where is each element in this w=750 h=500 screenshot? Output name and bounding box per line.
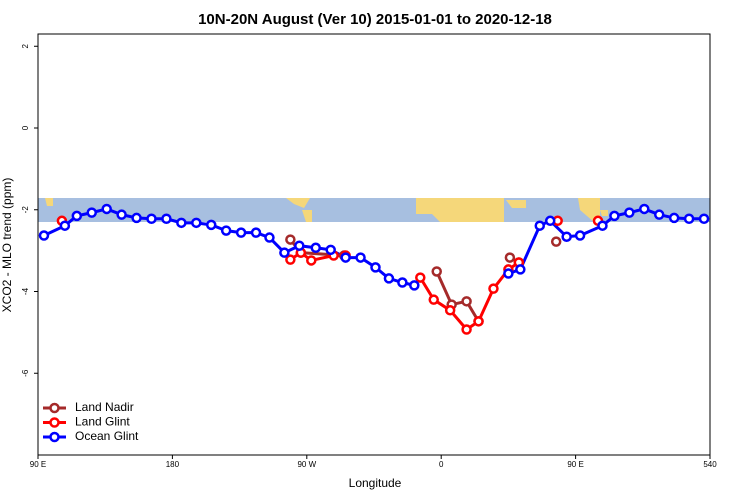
- data-point: [235, 227, 247, 238]
- data-point: [444, 305, 456, 316]
- data-point: [285, 254, 296, 265]
- chart-title: 10N-20N August (Ver 10) 2015-01-01 to 20…: [198, 11, 552, 28]
- data-point: [597, 220, 608, 231]
- data-point: [639, 203, 650, 215]
- data-point: [550, 236, 562, 247]
- data-point: [515, 264, 526, 275]
- plot-frame: [37, 33, 711, 456]
- data-point: [310, 242, 322, 254]
- y-tick-label: 2: [21, 43, 30, 48]
- data-point: [574, 230, 586, 241]
- legend-label: Land Nadir: [75, 400, 134, 414]
- data-point: [86, 207, 98, 218]
- data-point: [698, 213, 710, 224]
- legend-marker: [49, 431, 60, 443]
- map-land: [45, 198, 608, 222]
- x-tick-label: 180: [166, 460, 180, 469]
- data-point: [355, 252, 366, 263]
- data-point: [383, 273, 395, 284]
- data-point: [488, 283, 499, 294]
- y-axis-label: XCO2 - MLO trend (ppm): [0, 178, 14, 313]
- data-point: [409, 280, 420, 291]
- data-point: [504, 252, 516, 263]
- data-point: [461, 324, 472, 335]
- data-point: [668, 212, 680, 224]
- data-point: [71, 210, 83, 222]
- data-point: [146, 213, 157, 224]
- data-point: [683, 213, 695, 224]
- data-point: [325, 244, 336, 256]
- data-point: [431, 266, 442, 277]
- data-point: [340, 252, 351, 263]
- data-point: [428, 294, 439, 305]
- data-point: [624, 207, 635, 218]
- data-point: [609, 210, 620, 222]
- y-tick-label: 0: [21, 125, 30, 130]
- data-point: [306, 255, 317, 266]
- data-point: [205, 219, 217, 231]
- data-point: [220, 225, 232, 236]
- data-point: [503, 268, 514, 279]
- data-point: [176, 217, 187, 229]
- legend-label: Ocean Glint: [75, 429, 139, 443]
- x-tick-label: 90 E: [567, 460, 583, 469]
- data-point: [415, 272, 426, 283]
- legend-marker: [49, 417, 60, 428]
- data-point: [461, 296, 472, 307]
- data-point: [561, 231, 572, 242]
- data-point: [544, 215, 556, 227]
- series-line: [290, 221, 598, 330]
- y-tick-label: -2: [21, 206, 30, 214]
- data-point: [116, 209, 127, 220]
- data-point: [397, 277, 408, 288]
- data-point: [473, 316, 484, 327]
- y-tick-label: -4: [21, 287, 30, 295]
- y-tick-label: -6: [21, 369, 30, 377]
- x-tick-label: 90 W: [297, 460, 316, 469]
- x-tick-label: 540: [703, 460, 717, 469]
- legend-marker: [49, 402, 60, 414]
- data-point: [279, 247, 290, 258]
- data-point: [59, 220, 71, 231]
- x-tick-label: 90 E: [30, 460, 46, 469]
- data-point: [250, 227, 262, 238]
- data-point: [534, 220, 546, 231]
- data-point: [285, 234, 296, 245]
- data-point: [653, 209, 665, 220]
- data-point: [161, 213, 172, 224]
- data-point: [101, 203, 112, 215]
- data-point: [294, 240, 305, 251]
- legend-label: Land Glint: [75, 415, 130, 429]
- data-point: [370, 262, 381, 273]
- data-point: [131, 212, 142, 224]
- data-point: [38, 230, 50, 241]
- x-tick-label: 0: [439, 460, 444, 469]
- data-point: [264, 232, 275, 243]
- data-point: [191, 217, 202, 229]
- x-axis-label: Longitude: [349, 476, 402, 490]
